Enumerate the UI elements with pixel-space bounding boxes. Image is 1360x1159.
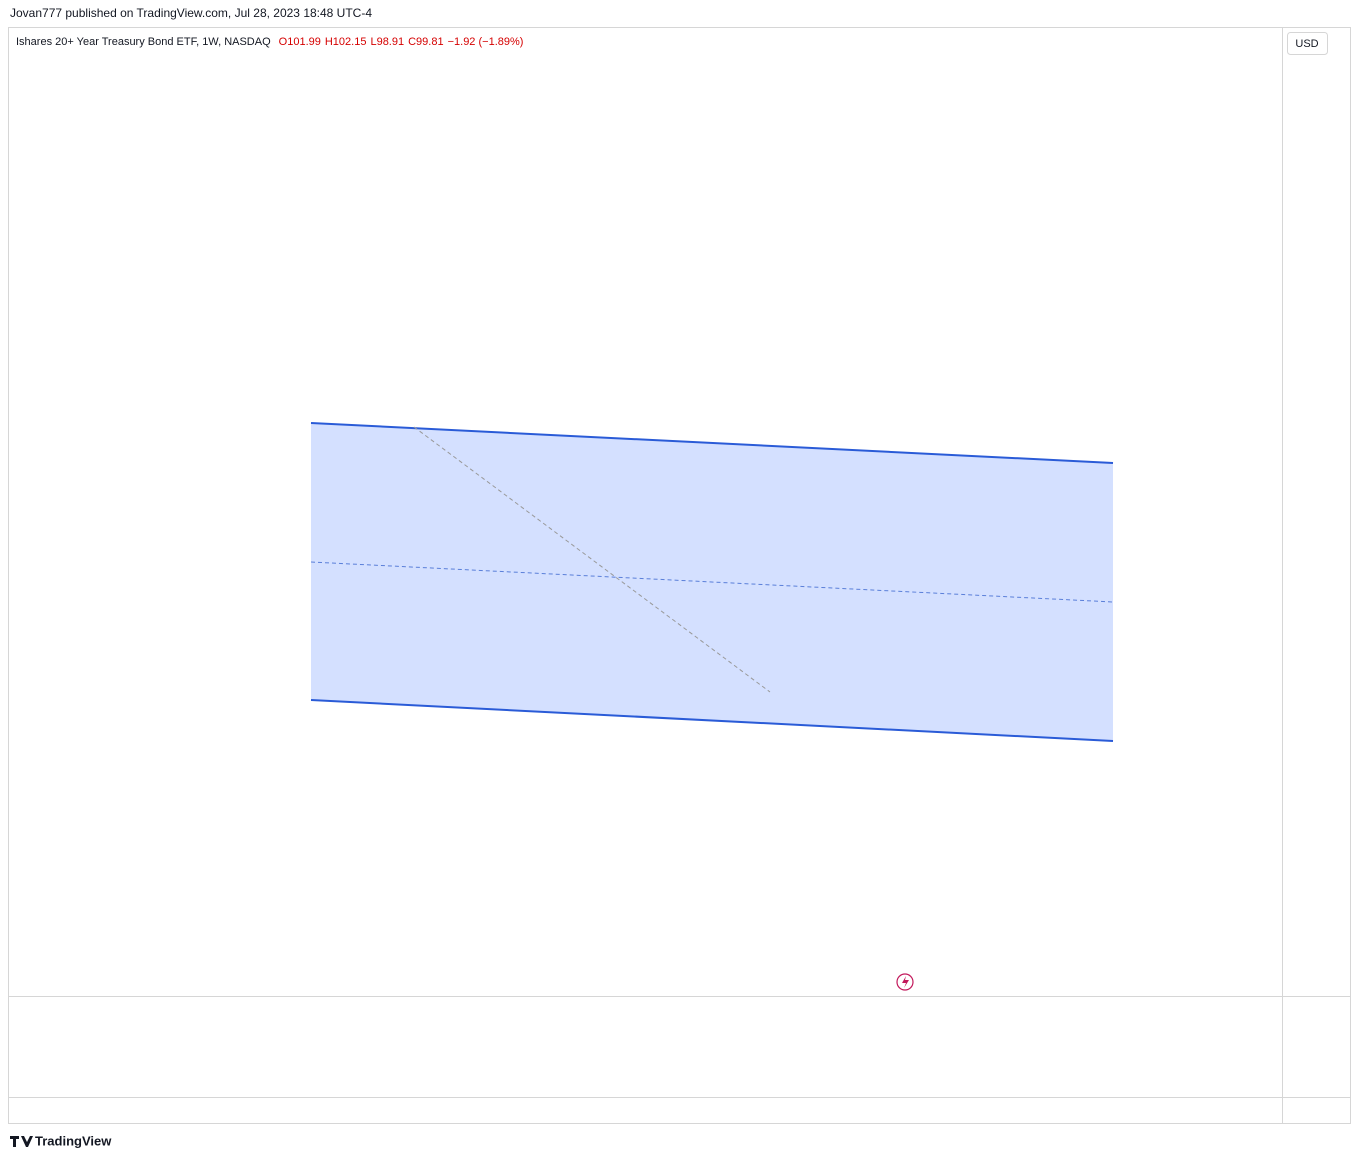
legend-value: H102.15 xyxy=(325,36,367,48)
currency-box[interactable] xyxy=(1287,32,1328,55)
brand: TradingView xyxy=(35,1133,112,1148)
currency[interactable]: USD xyxy=(1295,38,1318,50)
logo-mark xyxy=(10,1136,33,1147)
channel-top xyxy=(310,422,1114,464)
legend-title: Ishares 20+ Year Treasury Bond ETF, 1W, … xyxy=(16,36,271,48)
legend-value: −1.92 (−1.89%) xyxy=(448,36,524,48)
chart-frame xyxy=(8,27,1351,1124)
fib-trend xyxy=(413,426,771,693)
drawings xyxy=(310,422,1114,742)
legend-value: L98.91 xyxy=(370,36,404,48)
legend: Ishares 20+ Year Treasury Bond ETF, 1W, … xyxy=(16,36,523,48)
footer-logo: TradingView xyxy=(10,1133,112,1148)
legend-value: C99.81 xyxy=(408,36,443,48)
legend-value: O101.99 xyxy=(279,36,321,48)
event-icon-bolt xyxy=(902,976,909,988)
channel-bottom xyxy=(310,699,1114,742)
publisher-note: Jovan777 published on TradingView.com, J… xyxy=(10,6,372,20)
channel-mid xyxy=(310,561,1114,603)
